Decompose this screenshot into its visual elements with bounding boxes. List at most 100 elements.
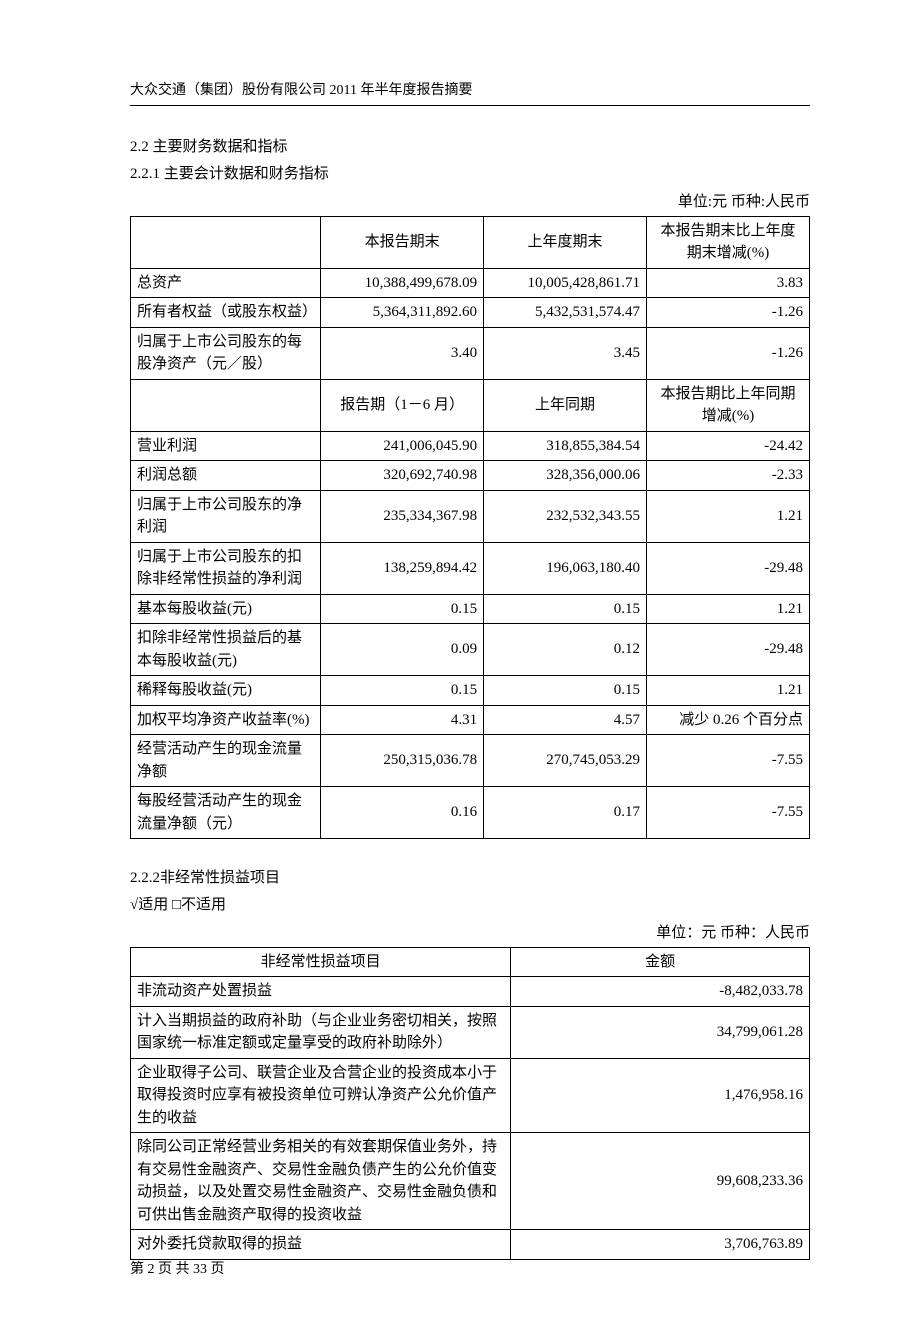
cell-value: 235,334,367.98 <box>321 490 484 542</box>
col-prev-period: 上年同期 <box>484 379 647 431</box>
col-report-end: 本报告期末 <box>321 216 484 268</box>
row-label: 加权平均净资产收益率(%) <box>131 705 321 735</box>
table-row: 除同公司正常经营业务相关的有效套期保值业务外，持有交易性金融资产、交易性金融负债… <box>131 1133 810 1230</box>
table-row: 非流动资产处置损益 -8,482,033.78 <box>131 977 810 1007</box>
table-row: 归属于上市公司股东的每股净资产（元／股） 3.40 3.45 -1.26 <box>131 327 810 379</box>
table-row: 所有者权益（或股东权益） 5,364,311,892.60 5,432,531,… <box>131 298 810 328</box>
table-header-row-2: 报告期（1－6 月） 上年同期 本报告期比上年同期增减(%) <box>131 379 810 431</box>
table-row: 扣除非经常性损益后的基本每股收益(元) 0.09 0.12 -29.48 <box>131 624 810 676</box>
cell-value: -7.55 <box>647 735 810 787</box>
cell-value: 减少 0.26 个百分点 <box>647 705 810 735</box>
col-prev-year-end: 上年度期末 <box>484 216 647 268</box>
cell-value: 318,855,384.54 <box>484 431 647 461</box>
cell-value: 0.12 <box>484 624 647 676</box>
cell-value: -7.55 <box>647 787 810 839</box>
cell-value: 0.15 <box>484 594 647 624</box>
table-row: 利润总额 320,692,740.98 328,356,000.06 -2.33 <box>131 461 810 491</box>
unit-line-1: 单位:元 币种:人民币 <box>130 191 810 214</box>
row-label: 计入当期损益的政府补助（与企业业务密切相关，按照国家统一标准定额或定量享受的政府… <box>131 1006 511 1058</box>
row-label: 稀释每股收益(元) <box>131 676 321 706</box>
cell-value: 1.21 <box>647 490 810 542</box>
row-label: 非流动资产处置损益 <box>131 977 511 1007</box>
unit-line-2: 单位：元 币种：人民币 <box>130 922 810 945</box>
table-row: 基本每股收益(元) 0.15 0.15 1.21 <box>131 594 810 624</box>
row-label: 企业取得子公司、联营企业及合营企业的投资成本小于取得投资时应享有被投资单位可辨认… <box>131 1058 511 1133</box>
document-header: 大众交通（集团）股份有限公司 2011 年半年度报告摘要 <box>130 80 810 106</box>
row-label: 归属于上市公司股东的扣除非经常性损益的净利润 <box>131 542 321 594</box>
cell-value: 328,356,000.06 <box>484 461 647 491</box>
row-label: 所有者权益（或股东权益） <box>131 298 321 328</box>
cell-value: 3.40 <box>321 327 484 379</box>
row-label: 对外委托贷款取得的损益 <box>131 1230 511 1260</box>
cell-value: 10,388,499,678.09 <box>321 268 484 298</box>
cell-value: 10,005,428,861.71 <box>484 268 647 298</box>
table-row: 企业取得子公司、联营企业及合营企业的投资成本小于取得投资时应享有被投资单位可辨认… <box>131 1058 810 1133</box>
cell-value: 0.16 <box>321 787 484 839</box>
cell-value: 250,315,036.78 <box>321 735 484 787</box>
cell-value: -2.33 <box>647 461 810 491</box>
table-row: 每股经营活动产生的现金流量净额（元） 0.16 0.17 -7.55 <box>131 787 810 839</box>
cell-value: 4.57 <box>484 705 647 735</box>
cell-value: -24.42 <box>647 431 810 461</box>
table-row: 加权平均净资产收益率(%) 4.31 4.57 减少 0.26 个百分点 <box>131 705 810 735</box>
cell-value: 138,259,894.42 <box>321 542 484 594</box>
table-row: 营业利润 241,006,045.90 318,855,384.54 -24.4… <box>131 431 810 461</box>
cell-value: -29.48 <box>647 624 810 676</box>
table-header-row: 非经常性损益项目 金额 <box>131 947 810 977</box>
cell-value: 196,063,180.40 <box>484 542 647 594</box>
cell-value: 241,006,045.90 <box>321 431 484 461</box>
page-footer: 第 2 页 共 33 页 <box>130 1259 225 1280</box>
cell-value: 3.45 <box>484 327 647 379</box>
row-label: 经营活动产生的现金流量净额 <box>131 735 321 787</box>
col-amount: 金额 <box>511 947 810 977</box>
row-label: 扣除非经常性损益后的基本每股收益(元) <box>131 624 321 676</box>
col-report-period: 报告期（1－6 月） <box>321 379 484 431</box>
col-change-pct: 本报告期比上年同期增减(%) <box>647 379 810 431</box>
row-label: 归属于上市公司股东的净利润 <box>131 490 321 542</box>
row-label: 基本每股收益(元) <box>131 594 321 624</box>
financial-indicators-table: 本报告期末 上年度期末 本报告期末比上年度期末增减(%) 总资产 10,388,… <box>130 216 810 840</box>
table-row: 对外委托贷款取得的损益 3,706,763.89 <box>131 1230 810 1260</box>
heading-2-2-2: 2.2.2非经常性损益项目 <box>130 867 810 890</box>
cell-value: 99,608,233.36 <box>511 1133 810 1230</box>
row-label: 利润总额 <box>131 461 321 491</box>
applicable-line: √适用 □不适用 <box>130 894 810 917</box>
cell-value: 1.21 <box>647 594 810 624</box>
cell-value: 232,532,343.55 <box>484 490 647 542</box>
col-blank <box>131 379 321 431</box>
row-label: 除同公司正常经营业务相关的有效套期保值业务外，持有交易性金融资产、交易性金融负债… <box>131 1133 511 1230</box>
row-label: 营业利润 <box>131 431 321 461</box>
cell-value: 320,692,740.98 <box>321 461 484 491</box>
cell-value: 270,745,053.29 <box>484 735 647 787</box>
row-label: 总资产 <box>131 268 321 298</box>
non-recurring-items-table: 非经常性损益项目 金额 非流动资产处置损益 -8,482,033.78 计入当期… <box>130 947 810 1260</box>
cell-value: 0.15 <box>484 676 647 706</box>
cell-value: 0.09 <box>321 624 484 676</box>
cell-value: -8,482,033.78 <box>511 977 810 1007</box>
col-blank <box>131 216 321 268</box>
row-label: 每股经营活动产生的现金流量净额（元） <box>131 787 321 839</box>
table-row: 计入当期损益的政府补助（与企业业务密切相关，按照国家统一标准定额或定量享受的政府… <box>131 1006 810 1058</box>
cell-value: 1,476,958.16 <box>511 1058 810 1133</box>
page-container: 大众交通（集团）股份有限公司 2011 年半年度报告摘要 2.2 主要财务数据和… <box>0 0 920 1320</box>
cell-value: -1.26 <box>647 327 810 379</box>
table-header-row: 本报告期末 上年度期末 本报告期末比上年度期末增减(%) <box>131 216 810 268</box>
cell-value: 4.31 <box>321 705 484 735</box>
cell-value: -29.48 <box>647 542 810 594</box>
cell-value: 5,432,531,574.47 <box>484 298 647 328</box>
row-label: 归属于上市公司股东的每股净资产（元／股） <box>131 327 321 379</box>
cell-value: 3,706,763.89 <box>511 1230 810 1260</box>
table-row: 总资产 10,388,499,678.09 10,005,428,861.71 … <box>131 268 810 298</box>
col-change-pct: 本报告期末比上年度期末增减(%) <box>647 216 810 268</box>
cell-value: 0.15 <box>321 594 484 624</box>
table-row: 归属于上市公司股东的扣除非经常性损益的净利润 138,259,894.42 19… <box>131 542 810 594</box>
cell-value: 0.15 <box>321 676 484 706</box>
cell-value: 3.83 <box>647 268 810 298</box>
heading-2-2-1: 2.2.1 主要会计数据和财务指标 <box>130 163 810 186</box>
table-row: 稀释每股收益(元) 0.15 0.15 1.21 <box>131 676 810 706</box>
table-row: 经营活动产生的现金流量净额 250,315,036.78 270,745,053… <box>131 735 810 787</box>
cell-value: 1.21 <box>647 676 810 706</box>
cell-value: 34,799,061.28 <box>511 1006 810 1058</box>
col-item: 非经常性损益项目 <box>131 947 511 977</box>
table-row: 归属于上市公司股东的净利润 235,334,367.98 232,532,343… <box>131 490 810 542</box>
